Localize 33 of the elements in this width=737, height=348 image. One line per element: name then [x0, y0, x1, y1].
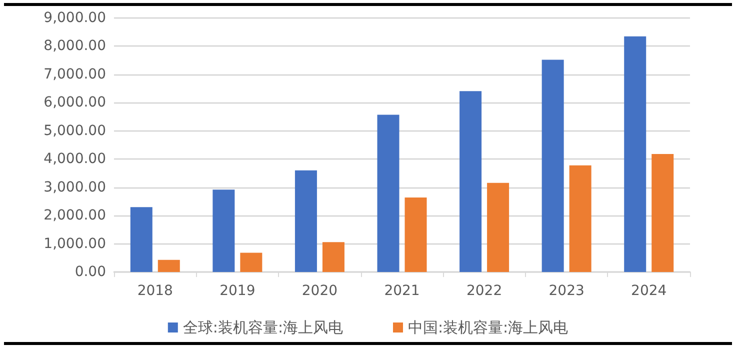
y-tick-label: 4,000.00: [44, 151, 106, 168]
x-tick-label: 2019: [220, 283, 256, 299]
bar: [404, 197, 427, 272]
y-tick-label: 3,000.00: [44, 179, 106, 196]
y-tick-label: 2,000.00: [44, 208, 106, 224]
bar: [460, 91, 482, 272]
bar: [294, 170, 317, 272]
y-tick-label: 9,000.00: [44, 10, 106, 26]
x-tick-label: 2022: [466, 283, 502, 299]
y-tick-label: 0.00: [74, 264, 106, 280]
x-tick-label: 2024: [631, 283, 667, 299]
bar: [542, 60, 564, 272]
bar: [487, 182, 510, 272]
x-tick-label: 2018: [137, 283, 173, 299]
x-tick-label: 2020: [302, 283, 338, 299]
x-tick-label: 2023: [548, 283, 584, 299]
bar: [377, 114, 400, 272]
bar: [212, 190, 235, 272]
y-tick-label: 8,000.00: [44, 38, 106, 54]
y-tick-label: 5,000.00: [44, 122, 106, 139]
bar: [624, 36, 646, 272]
bar: [158, 260, 180, 272]
y-tick-label: 6,000.00: [44, 94, 106, 111]
legend-label: 全球:装机容量:海上风电: [182, 318, 343, 336]
y-tick-label: 7,000.00: [44, 66, 106, 82]
bar: [130, 207, 152, 272]
bar: [569, 165, 592, 272]
bar: [322, 242, 344, 272]
legend-label: 中国:装机容量:海上风电: [408, 318, 568, 336]
y-tick-label: 1,000.00: [44, 236, 106, 252]
bar: [652, 154, 674, 272]
bar: [240, 252, 262, 272]
x-tick-label: 2021: [384, 283, 420, 299]
